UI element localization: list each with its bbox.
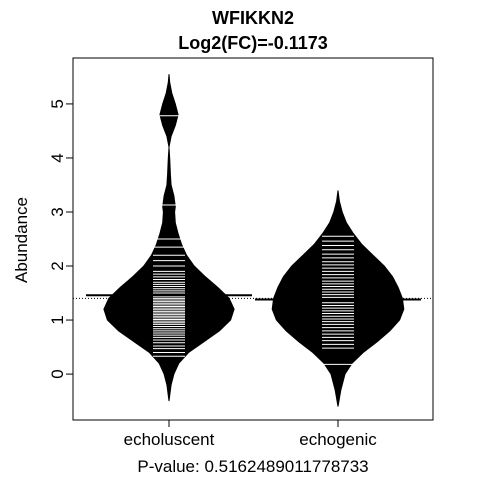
bean-echogenic bbox=[271, 190, 405, 407]
plot-frame bbox=[72, 57, 434, 421]
chart-subtitle: Log2(FC)=-0.1173 bbox=[178, 33, 328, 53]
x-axis-label: P-value: 0.5162489011778733 bbox=[137, 457, 368, 476]
x-tick-label: echogenic bbox=[299, 430, 377, 449]
y-tick-label: 4 bbox=[48, 153, 67, 162]
y-tick-label: 1 bbox=[48, 315, 67, 324]
y-tick-label: 2 bbox=[48, 261, 67, 270]
chart-title: WFIKKN2 bbox=[212, 8, 294, 28]
bean-echoluscent bbox=[103, 74, 235, 402]
y-tick-label: 3 bbox=[48, 207, 67, 216]
y-tick-label: 5 bbox=[48, 99, 67, 108]
plot-area: 0 1 2 3 4 5 echoluscent echogenic bbox=[48, 57, 434, 449]
x-tick-label: echoluscent bbox=[124, 430, 215, 449]
y-axis-label: Abundance bbox=[12, 197, 31, 283]
y-tick-label: 0 bbox=[48, 369, 67, 378]
